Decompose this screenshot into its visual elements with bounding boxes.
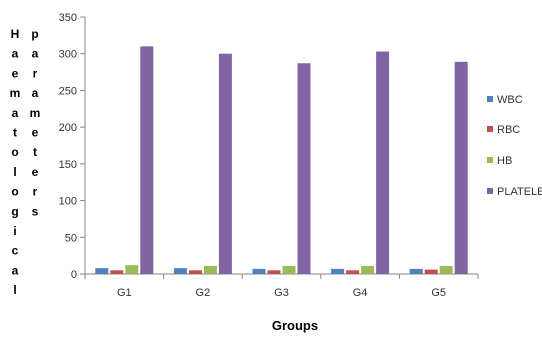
y-label-char: t (13, 126, 17, 140)
y-label-char: r (33, 66, 38, 80)
bar-wbc-g4 (331, 268, 345, 274)
x-tick-label: G3 (274, 287, 289, 299)
y-label-char: a (32, 47, 39, 61)
y-label-char: H (11, 27, 20, 41)
y-label-char: e (12, 66, 19, 80)
y-label-char: s (32, 204, 39, 218)
legend: WBC RBC HB PLATELET (487, 94, 542, 198)
bar-hb-g4 (361, 265, 375, 274)
legend-swatch-hb (487, 157, 493, 163)
y-label-char: l (13, 165, 16, 179)
x-axis: G1 G2 G3 G4 G5 (84, 273, 479, 299)
legend-swatch-platelet (487, 188, 493, 194)
y-tick-label: 100 (59, 196, 77, 208)
bar-hb-g2 (203, 265, 217, 274)
x-tick-label: G4 (353, 287, 368, 299)
legend-label-rbc: RBC (497, 124, 520, 136)
bar-wbc-g3 (252, 268, 266, 274)
bar-wbc-g2 (173, 268, 187, 274)
bar-rbc-g4 (346, 270, 360, 274)
bar-rbc-g2 (188, 270, 202, 274)
bar-rbc-g3 (267, 270, 281, 274)
legend-label-wbc: WBC (497, 94, 523, 106)
bar-wbc-g5 (409, 268, 423, 274)
bar-hb-g1 (125, 265, 139, 274)
y-label-char: g (11, 204, 18, 218)
x-tick-label: G5 (431, 287, 446, 299)
x-tick-label: G1 (117, 287, 132, 299)
y-label-char: e (32, 165, 39, 179)
legend-label-hb: HB (497, 155, 512, 167)
y-label-char: a (12, 263, 19, 277)
y-tick-label: 0 (71, 269, 77, 281)
y-tick-label: 150 (59, 159, 77, 171)
y-tick-label: 250 (59, 85, 77, 97)
bar-rbc-g5 (424, 269, 438, 274)
legend-label-platelet: PLATELET (497, 186, 542, 198)
bars (95, 46, 468, 275)
y-label-char: m (10, 86, 21, 100)
bar-hb-g5 (439, 265, 453, 274)
y-label-char: o (11, 185, 18, 199)
y-label-char: m (30, 106, 41, 120)
y-label-char: a (12, 106, 19, 120)
y-label-char: t (33, 145, 37, 159)
x-tick-label: G2 (196, 287, 211, 299)
bar-rbc-g1 (110, 270, 124, 274)
y-axis: 0 50 100 150 200 250 300 350 (59, 12, 86, 281)
y-label-char: a (32, 86, 39, 100)
y-tick-label: 200 (59, 122, 77, 134)
y-label-char: l (13, 283, 16, 297)
y-tick-label: 50 (65, 232, 77, 244)
y-label-char: i (13, 224, 16, 238)
legend-swatch-rbc (487, 126, 493, 132)
y-tick-label: 350 (59, 12, 77, 24)
y-label-char: r (33, 185, 38, 199)
bar-platelet-g1 (140, 46, 154, 274)
bar-platelet-g4 (376, 51, 390, 274)
y-label-char: a (12, 47, 19, 61)
bar-platelet-g5 (454, 61, 468, 274)
bar-platelet-g2 (218, 53, 232, 274)
y-label-char: p (31, 27, 38, 41)
legend-swatch-wbc (487, 96, 493, 102)
bar-platelet-g3 (297, 63, 311, 275)
bar-hb-g3 (282, 265, 296, 274)
y-label-char: c (12, 244, 19, 258)
x-axis-title: Groups (272, 318, 318, 333)
y-label-char: o (11, 145, 18, 159)
y-label-char: e (32, 126, 39, 140)
bar-wbc-g1 (95, 268, 109, 274)
y-tick-label: 300 (59, 49, 77, 61)
